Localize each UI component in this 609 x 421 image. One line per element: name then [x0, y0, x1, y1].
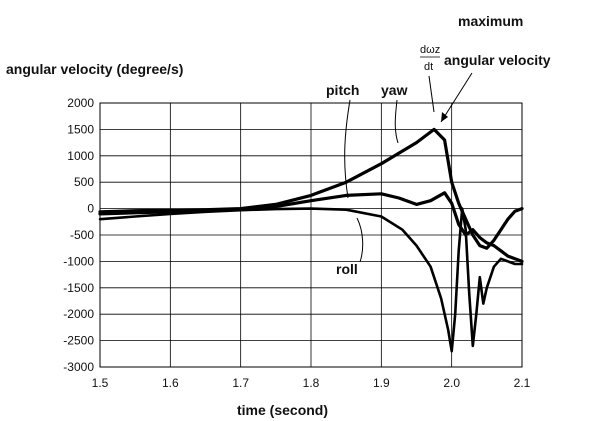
series-roll [98, 207, 524, 353]
annotation-derivative-numerator: dωz [420, 44, 440, 56]
x-tick-label: 2.0 [443, 376, 460, 390]
label-roll: roll [336, 261, 358, 277]
x-tick-label: 1.6 [162, 376, 179, 390]
y-tick-label: 0 [87, 202, 94, 216]
y-tick-label: -1500 [63, 281, 94, 295]
y-tick-label: -2500 [63, 334, 94, 348]
y-tick-labels: 2000 1500 1000 500 0 -500 -1000 -1500 -2000 -2500… [63, 96, 94, 374]
maximum-leader-line [440, 72, 473, 123]
grid [99, 102, 523, 368]
x-tick-labels: 1.5 1.6 1.7 1.8 1.9 2.0 2.1 [92, 376, 531, 390]
x-tick-label: 1.8 [303, 376, 320, 390]
series-lines [98, 127, 524, 353]
roll-leader-line [356, 217, 364, 263]
slope-leader-line [428, 75, 435, 113]
x-axis-label: time (second) [237, 402, 328, 418]
y-tick-label: -2000 [63, 307, 94, 321]
annotation-maximum: maximum [458, 13, 523, 29]
x-tick-label: 1.9 [373, 376, 390, 390]
label-yaw: yaw [381, 82, 408, 98]
maximum-arrowhead [441, 112, 448, 122]
y-tick-label: 1000 [67, 149, 94, 163]
plot-frame [99, 102, 523, 368]
x-tick-label: 2.1 [514, 376, 531, 390]
x-tick-label: 1.5 [92, 376, 109, 390]
y-tick-label: 2000 [67, 96, 94, 110]
x-tick-label: 1.7 [232, 376, 249, 390]
annotation-derivative-denominator: dt [424, 61, 433, 73]
yaw-leader-line [394, 99, 399, 144]
y-tick-label: -3000 [63, 360, 94, 374]
label-pitch: pitch [326, 82, 359, 98]
y-tick-label: 1500 [67, 122, 94, 136]
pitch-leader-line [344, 99, 351, 199]
annotation-max-angular-velocity: angular velocity [444, 52, 551, 68]
y-axis-label: angular velocity (degree/s) [6, 61, 183, 77]
y-tick-label: -500 [70, 228, 94, 242]
y-tick-label: 500 [74, 175, 94, 189]
y-tick-label: -1000 [63, 254, 94, 268]
